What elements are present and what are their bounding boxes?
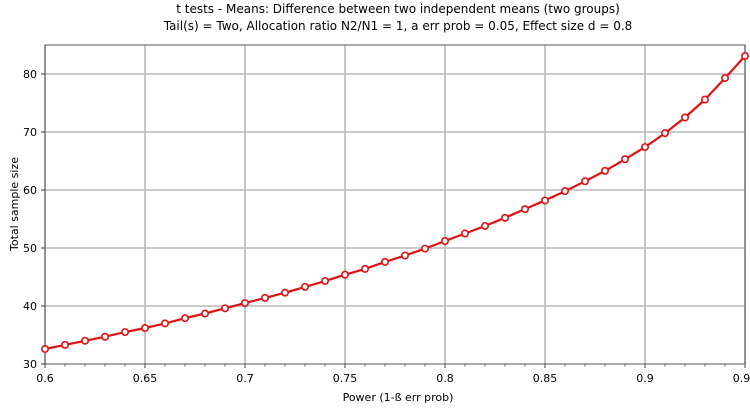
chart-title: t tests - Means: Difference between two … [176,2,620,16]
data-point [141,324,150,333]
y-tick-label: 50 [23,242,37,255]
data-point [660,129,669,138]
data-point [40,344,49,353]
data-point [280,288,289,297]
data-point [161,319,170,328]
data-point [560,187,569,196]
x-tick-label: 0.75 [333,372,358,385]
data-point [700,95,709,104]
y-axis-label: Total sample size [8,157,21,252]
data-point [540,196,549,205]
data-point [241,299,250,308]
data-point [680,113,689,122]
data-point [121,328,130,337]
data-point [60,340,69,349]
series-power-curve [40,52,749,353]
data-point [340,270,349,279]
data-point [300,282,309,291]
chart-subtitle: Tail(s) = Two, Allocation ratio N2/N1 = … [163,19,633,33]
data-point [440,237,449,246]
data-point [320,277,329,286]
data-point [201,309,210,318]
data-point [400,251,409,260]
data-point [580,177,589,186]
x-tick-label: 0.65 [133,372,158,385]
data-point [720,74,729,83]
x-axis-label: Power (1-ß err prob) [343,391,454,404]
y-tick-label: 30 [23,358,37,371]
data-point [740,52,749,61]
x-tick-label: 0.7 [236,372,254,385]
data-point [181,314,190,323]
data-point [420,244,429,253]
data-point [480,221,489,230]
y-tick-label: 60 [23,184,37,197]
data-point [620,155,629,164]
data-point [460,229,469,238]
grid [44,45,746,364]
y-tick-label: 40 [23,300,37,313]
axis-ticks: 0.6 0.65 0.7 0.75 0.8 0.85 0.9 0.95 30 40 50 60 70 80 [23,68,750,385]
data-point [260,293,269,302]
data-point [360,264,369,273]
x-tick-label: 0.6 [36,372,54,385]
x-tick-label: 0.8 [436,372,454,385]
data-point [640,143,649,152]
plot-area [45,45,745,364]
data-point [520,205,529,214]
plot-frame [44,44,746,365]
data-point [380,257,389,266]
data-point [221,304,230,313]
x-tick-label: 0.85 [533,372,558,385]
x-tick-label: 0.95 [733,372,750,385]
y-tick-label: 80 [23,68,37,81]
data-point [500,213,509,222]
y-tick-label: 70 [23,126,37,139]
data-point [81,336,90,345]
x-tick-label: 0.9 [636,372,654,385]
data-point [101,332,110,341]
data-point [600,166,609,175]
